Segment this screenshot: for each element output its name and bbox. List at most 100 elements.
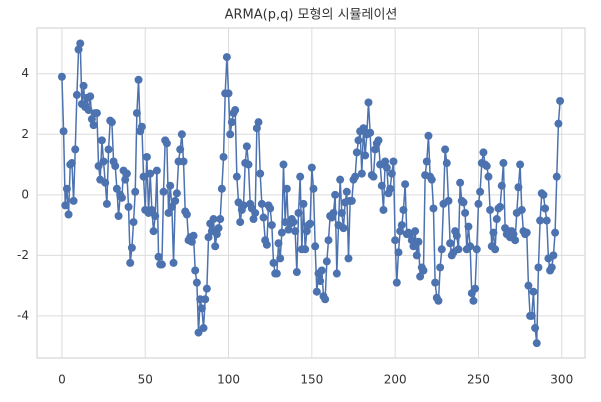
- point: [331, 190, 340, 199]
- point: [339, 224, 348, 233]
- point: [266, 204, 275, 213]
- point: [191, 266, 200, 275]
- point: [236, 218, 245, 227]
- x-tick-label: 150: [300, 373, 323, 387]
- point: [104, 145, 113, 154]
- point: [292, 268, 301, 277]
- point: [499, 159, 508, 168]
- point: [226, 130, 235, 139]
- point: [169, 258, 178, 267]
- point: [129, 218, 138, 227]
- point: [359, 124, 368, 133]
- point: [259, 213, 268, 222]
- point: [491, 245, 500, 254]
- x-tick-label: 50: [138, 373, 153, 387]
- point: [306, 219, 315, 228]
- point: [86, 92, 95, 101]
- point: [159, 187, 168, 196]
- point: [121, 175, 130, 184]
- point: [212, 230, 221, 239]
- point: [167, 202, 176, 211]
- point: [256, 169, 265, 178]
- point: [211, 242, 220, 251]
- point: [224, 89, 233, 98]
- point: [464, 222, 473, 231]
- point: [411, 227, 420, 236]
- point: [232, 172, 241, 181]
- point: [112, 184, 121, 193]
- point: [251, 208, 260, 217]
- point: [441, 145, 450, 154]
- point: [254, 118, 263, 127]
- point: [67, 159, 76, 168]
- point: [62, 184, 71, 193]
- point: [389, 157, 398, 166]
- x-tick-label: 100: [217, 373, 240, 387]
- point: [337, 208, 346, 217]
- point: [552, 172, 561, 181]
- point: [277, 228, 286, 237]
- point: [437, 245, 446, 254]
- point: [227, 118, 236, 127]
- point: [294, 208, 303, 217]
- point: [532, 339, 541, 348]
- point: [434, 296, 443, 305]
- point: [371, 145, 380, 154]
- point: [154, 252, 163, 261]
- point: [201, 295, 210, 304]
- y-tick-label: 0: [21, 187, 29, 201]
- point: [204, 233, 213, 242]
- point: [92, 109, 101, 118]
- series-line: [61, 43, 561, 344]
- point: [336, 175, 345, 184]
- point: [307, 163, 316, 172]
- x-tick-label: 0: [58, 373, 66, 387]
- point: [489, 228, 498, 237]
- point: [474, 199, 483, 208]
- point: [407, 236, 416, 245]
- plot-frame: [36, 27, 586, 359]
- point: [187, 237, 196, 246]
- point: [57, 72, 66, 81]
- point: [101, 178, 110, 187]
- point: [381, 157, 390, 166]
- point: [274, 239, 283, 248]
- point: [377, 181, 386, 190]
- point: [497, 181, 506, 190]
- point: [162, 139, 171, 148]
- point: [71, 145, 80, 154]
- point: [262, 240, 271, 249]
- x-tick-label: 200: [384, 373, 407, 387]
- point: [177, 130, 186, 139]
- point: [414, 237, 423, 246]
- point: [249, 215, 258, 224]
- point: [536, 216, 545, 225]
- point: [442, 159, 451, 168]
- point: [342, 187, 351, 196]
- point: [252, 124, 261, 133]
- point: [284, 225, 293, 234]
- point: [89, 121, 98, 130]
- chart-title: ARMA(p,q) 모형의 시뮬레이션: [225, 8, 398, 23]
- point: [312, 287, 321, 296]
- point: [486, 205, 495, 214]
- point: [482, 162, 491, 171]
- point: [556, 96, 565, 105]
- point: [391, 236, 400, 245]
- point: [396, 227, 405, 236]
- point: [282, 184, 291, 193]
- point: [99, 157, 108, 166]
- point: [216, 215, 225, 224]
- point: [182, 210, 191, 219]
- point: [527, 311, 536, 320]
- point: [197, 304, 206, 313]
- point: [199, 324, 208, 333]
- point: [469, 296, 478, 305]
- point: [222, 53, 231, 62]
- point: [351, 172, 360, 181]
- point: [172, 189, 181, 198]
- point: [549, 251, 558, 260]
- point: [126, 258, 135, 267]
- point: [107, 118, 116, 127]
- point: [357, 169, 366, 178]
